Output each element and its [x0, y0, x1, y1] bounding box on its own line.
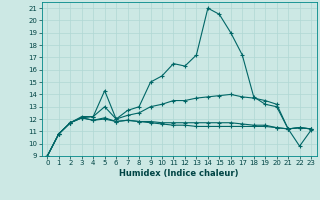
X-axis label: Humidex (Indice chaleur): Humidex (Indice chaleur) — [119, 169, 239, 178]
